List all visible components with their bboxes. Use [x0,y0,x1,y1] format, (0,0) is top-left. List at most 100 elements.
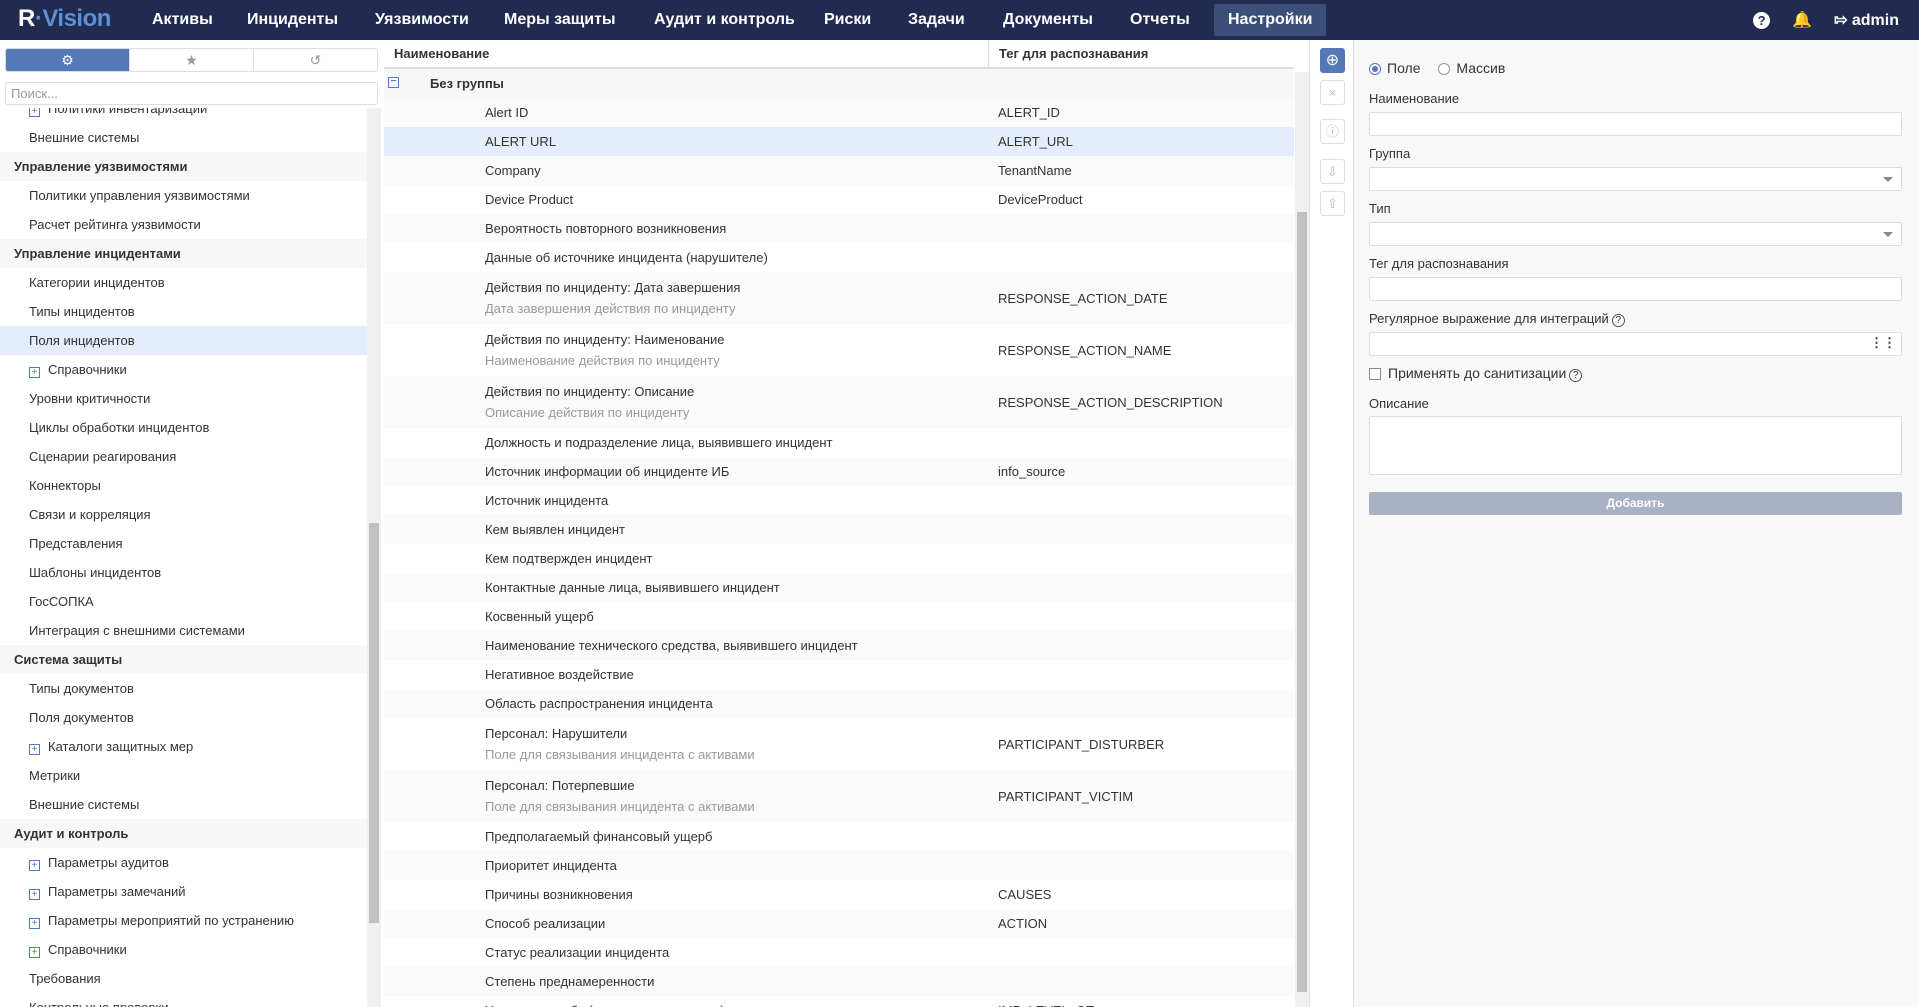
sidebar-item[interactable]: + Политики инвентаризации [0,108,367,123]
export-icon[interactable]: ⇧ [1320,191,1345,216]
nav-item[interactable]: Уязвимости [375,11,469,28]
name-input[interactable] [1369,112,1902,136]
sidebar-item[interactable]: Категории инцидентов [0,268,367,297]
table-row[interactable]: Контактные данные лица, выявившего инцид… [384,573,1294,602]
radio-array[interactable]: Массив [1438,60,1505,76]
expand-icon[interactable]: + [29,744,40,755]
table-row[interactable]: Персонал: Потерпевшие Поле для связывания… [384,770,1294,822]
sidebar-item[interactable]: Поля инцидентов [0,326,367,355]
sidebar-item[interactable]: Контрольные проверки [0,993,367,1007]
sidebar-item[interactable]: + Каталоги защитных мер [0,732,367,761]
sidebar-item[interactable]: Интеграция с внешними системами [0,616,367,645]
sidebar-item[interactable]: Уровни критичности [0,384,367,413]
sidebar-item[interactable]: + Параметры аудитов [0,848,367,877]
sidebar-item[interactable]: Сценарии реагирования [0,442,367,471]
sidebar-item[interactable]: Типы документов [0,674,367,703]
nav-item[interactable]: Отчеты [1130,11,1190,28]
bell-icon[interactable]: 🔔 [1792,12,1813,29]
table-row[interactable]: Должность и подразделение лица, выявивше… [384,428,1294,457]
sidebar-item[interactable]: Политики управления уязвимостями [0,181,367,210]
expand-icon[interactable]: + [29,108,40,117]
table-row[interactable]: Данные об источнике инцидента (нарушител… [384,243,1294,272]
sidebar-item[interactable]: Коннекторы [0,471,367,500]
sidebar-item[interactable]: Представления [0,529,367,558]
logo[interactable]: R·Vision [18,5,111,32]
nav-item[interactable]: Активы [152,11,213,28]
sidebar-item[interactable]: + Параметры замечаний [0,877,367,906]
sidebar-item[interactable]: Внешние системы [0,123,367,152]
add-icon[interactable]: ⊕ [1320,48,1345,73]
sidebar-item[interactable]: Поля документов [0,703,367,732]
table-row[interactable]: Device Product DeviceProduct [384,185,1294,214]
expand-icon[interactable]: + [29,889,40,900]
table-row[interactable]: Персонал: Нарушители Поле для связывания … [384,718,1294,770]
sidebar-item[interactable]: Метрики [0,761,367,790]
regex-input[interactable]: ⋮⋮ [1369,332,1902,356]
delete-icon[interactable]: × [1320,80,1345,105]
sidebar-item[interactable]: Типы инцидентов [0,297,367,326]
sidebar-item[interactable]: + Справочники [0,355,367,384]
sidebar-item[interactable]: Шаблоны инцидентов [0,558,367,587]
nav-item[interactable]: Аудит и контроль [654,11,795,28]
table-row[interactable]: Способ реализации ACTION [384,909,1294,938]
user-menu[interactable]: ⇰ admin [1834,10,1899,30]
table-row[interactable]: Предполагаемый финансовый ущерб [384,822,1294,851]
info-icon[interactable]: ⓘ [1320,119,1345,144]
tab-history-icon[interactable]: ↺ [309,52,322,68]
table-scrollbar[interactable] [1295,72,1309,1007]
table-row[interactable]: Действия по инциденту: Наименование Наиме… [384,324,1294,376]
table-row[interactable]: Company TenantName [384,156,1294,185]
expand-icon[interactable]: + [29,860,40,871]
table-row[interactable]: Уровень ущерба (качественная оценка)IMP_… [384,996,1294,1007]
type-select[interactable] [1369,222,1902,246]
sidebar-item[interactable]: Расчет рейтинга уязвимости [0,210,367,239]
sidebar-item[interactable]: Циклы обработки инцидентов [0,413,367,442]
sidebar-item[interactable]: Внешние системы [0,790,367,819]
sidebar-item[interactable]: + Параметры мероприятий по устранению [0,906,367,935]
table-row[interactable]: Источник информации об инциденте ИБ info_… [384,457,1294,486]
table-row[interactable]: Действия по инциденту: Описание Описание … [384,376,1294,428]
regex-settings-icon[interactable]: ⋮⋮ [1870,335,1896,350]
sidebar-item[interactable]: + Справочники [0,935,367,964]
sidebar-section[interactable]: Аудит и контроль [0,819,367,848]
nav-item[interactable]: Настройки [1214,4,1327,36]
table-row[interactable]: Кем подтвержден инцидент [384,544,1294,573]
table-row[interactable]: Причины возникновения CAUSES [384,880,1294,909]
sanitize-checkbox[interactable]: Применять до санитизации? [1369,365,1583,382]
table-row[interactable]: Степень преднамеренности [384,967,1294,996]
sidebar-item[interactable]: Связи и корреляция [0,500,367,529]
table-row[interactable]: Негативное воздействие [384,660,1294,689]
collapse-icon[interactable]: − [388,77,399,88]
table-row[interactable]: Область распространения инцидента [384,689,1294,718]
table-row[interactable]: Действия по инциденту: Дата завершения Да… [384,272,1294,324]
sidebar-item[interactable]: ГосСОПКА [0,587,367,616]
group-select[interactable] [1369,167,1902,191]
table-row[interactable]: Приоритет инцидента [384,851,1294,880]
sidebar-section[interactable]: Управление инцидентами [0,239,367,268]
add-button[interactable]: Добавить [1369,492,1902,515]
table-row[interactable]: Вероятность повторного возникновения [384,214,1294,243]
sidebar-scrollbar[interactable] [367,108,381,1007]
column-header-tag[interactable]: Тег для распознавания [999,46,1149,61]
tab-favorites-star-icon[interactable]: ★ [130,49,254,71]
expand-icon[interactable]: + [29,947,40,958]
table-row[interactable]: Источник инцидента [384,486,1294,515]
group-row[interactable]: − Без группы [384,69,1294,98]
sidebar-section[interactable]: Система защиты [0,645,367,674]
table-row[interactable]: ALERT URL ALERT_URL [384,127,1294,156]
sidebar-search-input[interactable]: Поиск... [5,82,378,105]
sidebar-item[interactable]: Требования [0,964,367,993]
radio-field[interactable]: Поле [1369,60,1421,76]
column-header-name[interactable]: Наименование [384,40,989,67]
table-row[interactable]: Косвенный ущерб [384,602,1294,631]
tab-settings-gear-icon[interactable]: ⚙ [6,49,130,71]
table-row[interactable]: Наименование технического средства, выяв… [384,631,1294,660]
tag-input[interactable] [1369,277,1902,301]
expand-icon[interactable]: + [29,918,40,929]
table-row[interactable]: Статус реализации инцидента [384,938,1294,967]
table-row[interactable]: Кем выявлен инцидент [384,515,1294,544]
nav-item[interactable]: Меры защиты [504,11,616,28]
nav-item[interactable]: Документы [1003,11,1093,28]
description-textarea[interactable] [1369,416,1902,475]
nav-item[interactable]: Риски [824,11,872,28]
